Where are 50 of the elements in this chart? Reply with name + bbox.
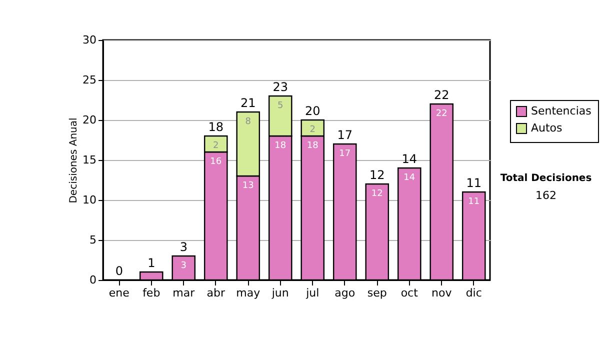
data-label: 13 <box>242 181 254 191</box>
x-tick-label: ene <box>108 286 130 300</box>
total-label: 20 <box>304 104 320 118</box>
y-tick-label: 0 <box>90 274 96 286</box>
y-tick-label: 30 <box>82 34 96 46</box>
data-label: 18 <box>306 141 319 151</box>
data-label: 2 <box>310 125 316 135</box>
x-tick-label: dic <box>466 286 482 300</box>
text: Total Decisiones <box>500 173 592 184</box>
data-label: 5 <box>278 101 284 111</box>
y-tick-label: 20 <box>82 114 96 126</box>
x-tick-label: jul <box>305 286 320 300</box>
total-label: 17 <box>337 128 353 142</box>
x-tick-label: jun <box>270 286 289 300</box>
y-tick-label: 5 <box>90 234 96 246</box>
data-label: 18 <box>274 141 286 151</box>
data-label: 3 <box>180 261 186 271</box>
x-tick-label: ago <box>334 286 356 300</box>
total-label: 0 <box>115 264 123 278</box>
x-tick-label: feb <box>142 286 160 300</box>
x-tick-label: abr <box>206 286 226 300</box>
data-label: 14 <box>404 173 416 183</box>
x-tick-label: nov <box>432 286 452 300</box>
total-label: 14 <box>402 152 418 166</box>
total-label: 1 <box>148 256 156 270</box>
x-tick-label: oct <box>400 286 419 300</box>
data-label: 12 <box>371 189 383 199</box>
y-axis-title: Decisiones Anual <box>68 118 80 204</box>
text: 162 <box>536 189 556 202</box>
x-tick-label: sep <box>367 286 387 300</box>
data-label: 8 <box>245 117 252 127</box>
legend-label: Autos <box>531 122 563 134</box>
y-tick-label: 25 <box>82 74 96 86</box>
total-label: 11 <box>466 176 482 190</box>
total-label: 22 <box>434 88 450 102</box>
total-label: 21 <box>240 96 256 110</box>
total-label: 23 <box>272 80 288 94</box>
data-label: 22 <box>436 109 448 119</box>
x-tick-label: may <box>236 286 261 300</box>
data-label: 16 <box>210 157 222 167</box>
data-label: 11 <box>468 197 480 207</box>
data-label: 17 <box>339 149 351 159</box>
legend-label: Sentencias <box>531 104 592 118</box>
data-label: 2 <box>213 141 219 151</box>
total-label: 18 <box>208 120 224 134</box>
total-label: 3 <box>180 240 188 254</box>
y-tick-label: 15 <box>82 154 96 166</box>
x-tick-label: mar <box>172 286 196 300</box>
y-tick-label: 10 <box>82 194 96 206</box>
total-label: 12 <box>369 168 385 182</box>
